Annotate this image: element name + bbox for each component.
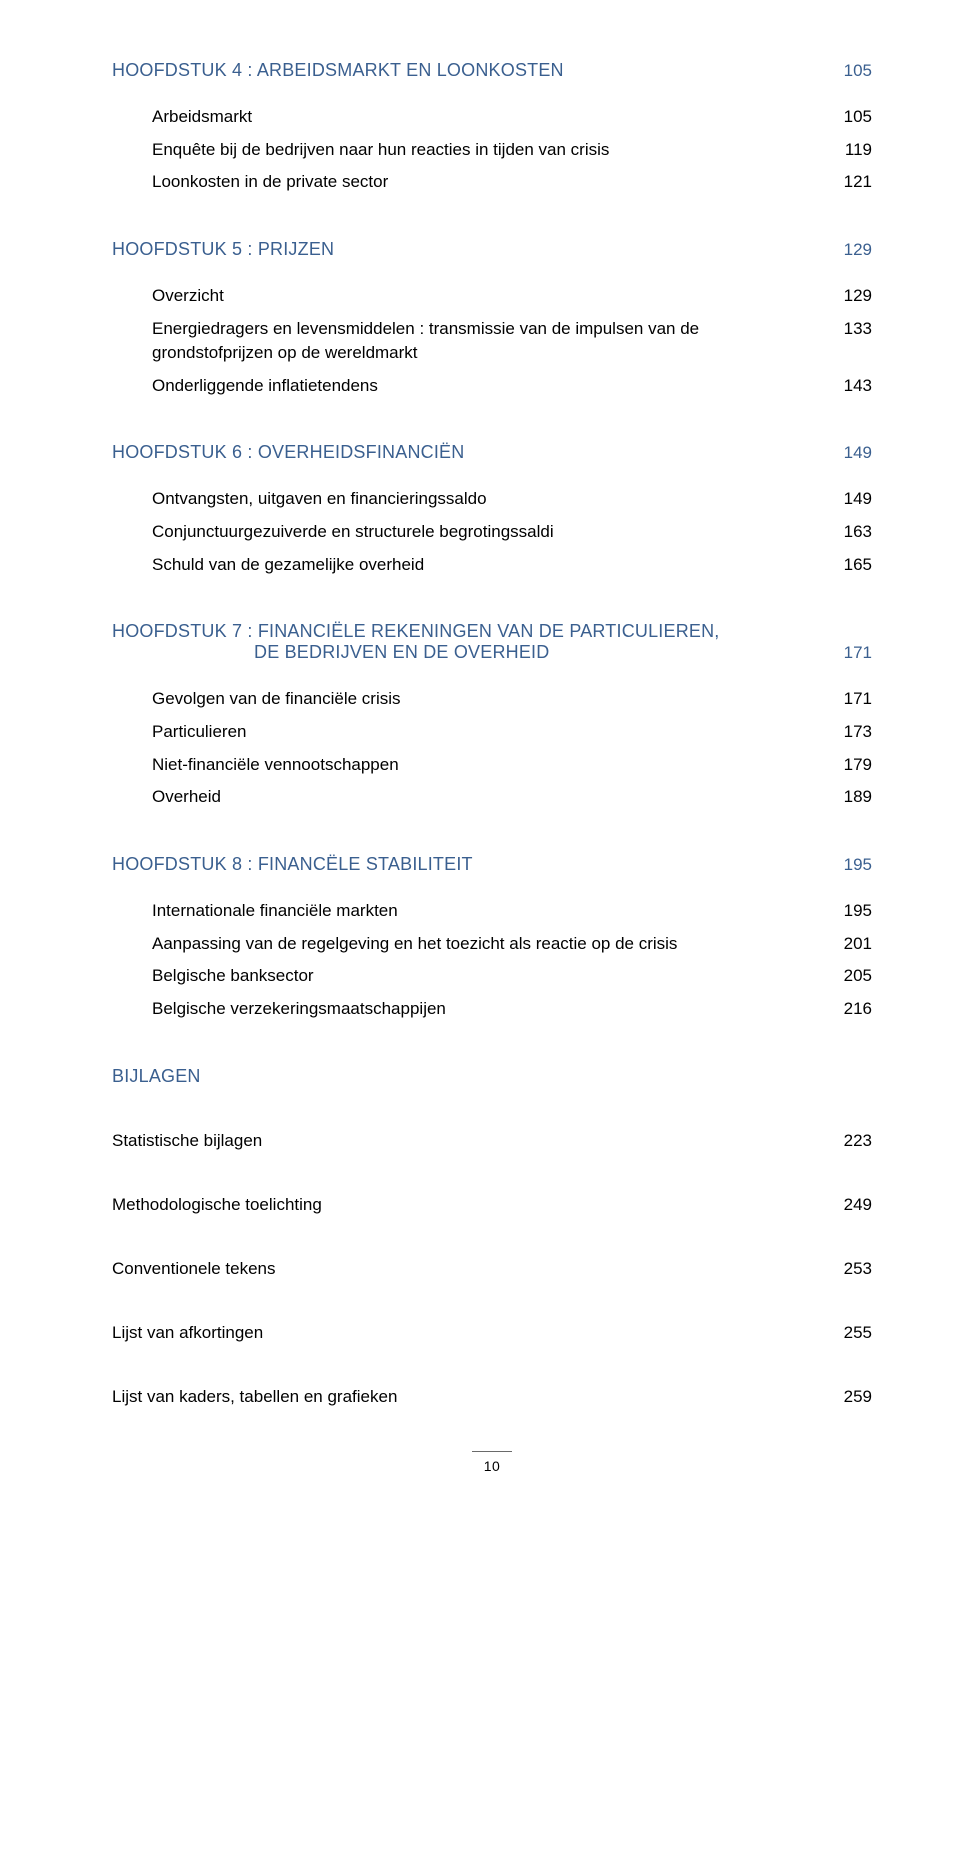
page-footer: 10 [112,1451,872,1476]
appendix-item-page: 255 [844,1323,872,1343]
toc-section-page: 195 [844,855,872,875]
toc-item-label: Belgische verzekeringsmaatschappijen [152,997,470,1022]
toc-item: Energiedragers en levensmiddelen : trans… [112,317,872,366]
toc-item-page: 189 [844,787,872,807]
toc-item: Loonkosten in de private sector 121 [112,170,872,195]
appendix-item-page: 259 [844,1387,872,1407]
appendix-item: Conventionele tekens 253 [112,1259,872,1279]
appendix-item: Statistische bijlagen 223 [112,1131,872,1151]
toc-item-label: Ontvangsten, uitgaven en financieringssa… [152,487,511,512]
toc-section-head: HOOFDSTUK 7 : FINANCIËLE REKENINGEN VAN … [112,621,872,663]
toc-section-page: 129 [844,240,872,260]
toc-item-label: Schuld van de gezamelijke overheid [152,553,448,578]
toc-item: Ontvangsten, uitgaven en financieringssa… [112,487,872,512]
footer-rule [472,1451,512,1452]
toc-item-label: Overheid [152,785,245,810]
toc-section: HOOFDSTUK 8 : FINANCËLE STABILITEIT 195 … [112,854,872,1022]
toc-item-label: Particulieren [152,720,271,745]
appendix-item-label: Lijst van afkortingen [112,1323,263,1343]
toc-section-title-line1: HOOFDSTUK 7 : FINANCIËLE REKENINGEN VAN … [112,621,872,642]
appendix-item-label: Statistische bijlagen [112,1131,262,1151]
appendix-item-label: Lijst van kaders, tabellen en grafieken [112,1387,397,1407]
toc-item: Schuld van de gezamelijke overheid 165 [112,553,872,578]
toc-section: HOOFDSTUK 5 : PRIJZEN 129 Overzicht 129 … [112,239,872,399]
toc-item-label: Conjunctuurgezuiverde en structurele beg… [152,520,578,545]
toc-item-label: Internationale financiële markten [152,899,422,924]
toc-item-label: Energiedragers en levensmiddelen : trans… [152,317,844,366]
appendix-item-page: 253 [844,1259,872,1279]
toc-item: Enquête bij de bedrijven naar hun reacti… [112,138,872,163]
toc-item-label: Belgische banksector [152,964,338,989]
toc-item: Belgische banksector 205 [112,964,872,989]
toc-item: Conjunctuurgezuiverde en structurele beg… [112,520,872,545]
toc-item-page: 105 [844,107,872,127]
toc-item-page: 195 [844,901,872,921]
toc-item-page: 163 [844,522,872,542]
toc-item-label: Gevolgen van de financiële crisis [152,687,425,712]
toc-section-page: 149 [844,443,872,463]
appendix-item-label: Methodologische toelichting [112,1195,322,1215]
appendix-title: BIJLAGEN [112,1066,872,1087]
toc-section-head: HOOFDSTUK 4 : ARBEIDSMARKT EN LOONKOSTEN… [112,60,872,81]
toc-section-title: HOOFDSTUK 8 : FINANCËLE STABILITEIT [112,854,473,875]
toc-item: Arbeidsmarkt 105 [112,105,872,130]
toc-item-label: Enquête bij de bedrijven naar hun reacti… [152,138,633,163]
toc-section-head: HOOFDSTUK 6 : OVERHEIDSFINANCIËN 149 [112,442,872,463]
toc-section-page: 171 [844,643,872,663]
toc-item-page: 179 [844,755,872,775]
appendix-item: Lijst van kaders, tabellen en grafieken … [112,1387,872,1407]
toc-section: HOOFDSTUK 7 : FINANCIËLE REKENINGEN VAN … [112,621,872,810]
toc-item-page: 205 [844,966,872,986]
toc-item-page: 149 [844,489,872,509]
toc-section-title-line2: DE BEDRIJVEN EN DE OVERHEID [112,642,549,663]
appendix-item-page: 223 [844,1131,872,1151]
toc-item-page: 216 [844,999,872,1019]
toc-item: Onderliggende inflatietendens 143 [112,374,872,399]
toc-item-page: 133 [844,319,872,339]
page-number: 10 [484,1458,501,1474]
toc-section-title: HOOFDSTUK 5 : PRIJZEN [112,239,334,260]
toc-section-head: HOOFDSTUK 8 : FINANCËLE STABILITEIT 195 [112,854,872,875]
toc-item: Overzicht 129 [112,284,872,309]
toc-item-page: 129 [844,286,872,306]
toc-item: Particulieren 173 [112,720,872,745]
toc-item: Belgische verzekeringsmaatschappijen 216 [112,997,872,1022]
appendix-item: Lijst van afkortingen 255 [112,1323,872,1343]
toc-section: HOOFDSTUK 4 : ARBEIDSMARKT EN LOONKOSTEN… [112,60,872,195]
toc-item-page: 171 [844,689,872,709]
toc-item-page: 173 [844,722,872,742]
toc-item-page: 121 [844,172,872,192]
toc-item-label: Loonkosten in de private sector [152,170,412,195]
toc-item-label: Arbeidsmarkt [152,105,276,130]
appendix-item-page: 249 [844,1195,872,1215]
toc-section-title: HOOFDSTUK 6 : OVERHEIDSFINANCIËN [112,442,464,463]
toc-section: HOOFDSTUK 6 : OVERHEIDSFINANCIËN 149 Ont… [112,442,872,577]
toc-item-label: Onderliggende inflatietendens [152,374,402,399]
toc-section-page: 105 [844,61,872,81]
toc-item: Gevolgen van de financiële crisis 171 [112,687,872,712]
appendix-item: Methodologische toelichting 249 [112,1195,872,1215]
toc-item-label: Overzicht [152,284,248,309]
toc-item-page: 165 [844,555,872,575]
toc-item-label: Niet-financiële vennootschappen [152,753,423,778]
toc-item: Overheid 189 [112,785,872,810]
toc-item-page: 201 [844,934,872,954]
toc-section-title: HOOFDSTUK 4 : ARBEIDSMARKT EN LOONKOSTEN [112,60,564,81]
appendix-item-label: Conventionele tekens [112,1259,276,1279]
toc-section-head: HOOFDSTUK 5 : PRIJZEN 129 [112,239,872,260]
toc-item: Niet-financiële vennootschappen 179 [112,753,872,778]
toc-item-label: Aanpassing van de regelgeving en het toe… [152,932,701,957]
toc-item-page: 143 [844,376,872,396]
toc-item-page: 119 [845,140,872,160]
toc-item: Aanpassing van de regelgeving en het toe… [112,932,872,957]
toc-item: Internationale financiële markten 195 [112,899,872,924]
